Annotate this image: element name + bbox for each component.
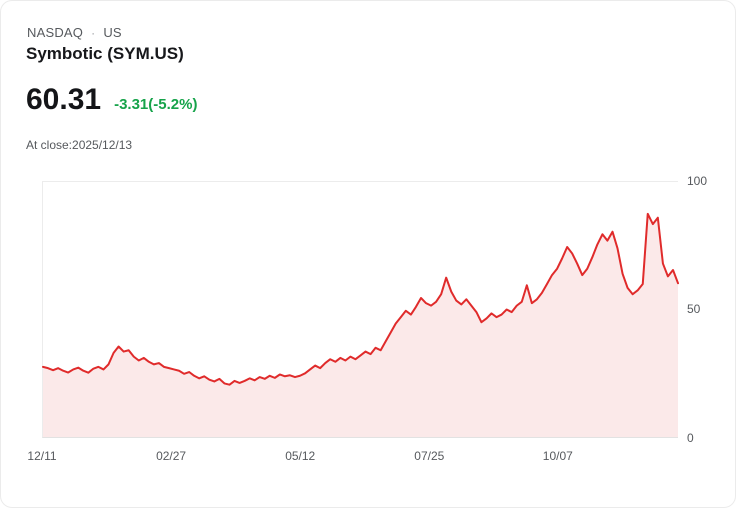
company-name: Symbotic (SYM.US) [26, 44, 184, 63]
price-line [43, 214, 678, 385]
x-axis: 12/11 02/27 05/12 07/25 10/07 [27, 449, 678, 465]
chart-canvas [43, 182, 678, 437]
x-axis-label: 02/27 [156, 449, 187, 463]
x-axis-label: 05/12 [285, 449, 316, 463]
x-axis-label: 12/11 [27, 449, 57, 463]
exchange-label: NASDAQ [27, 25, 84, 40]
separator-dot: · [91, 25, 96, 40]
exchange-row: NASDAQ · US [27, 25, 122, 40]
y-axis-label: 50 [687, 302, 701, 316]
y-axis-label: 100 [687, 174, 708, 188]
price-area-fill [43, 213, 678, 437]
region-label: US [103, 25, 122, 40]
quote-row: 60.31 -3.31(-5.2%) [26, 83, 197, 117]
price-line-chart[interactable] [42, 181, 678, 438]
x-axis-label: 10/07 [542, 449, 573, 463]
close-time-note: At close:2025/12/13 [26, 138, 133, 152]
x-axis-label: 07/25 [414, 449, 445, 463]
current-price: 60.31 [26, 83, 102, 116]
price-change: -3.31(-5.2%) [114, 96, 198, 113]
y-axis-label: 0 [687, 431, 694, 445]
